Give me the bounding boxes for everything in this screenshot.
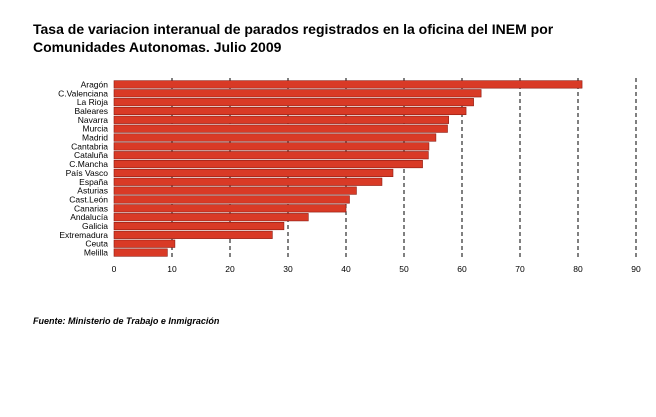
bar-9 <box>113 160 423 169</box>
bar-15 <box>113 213 309 222</box>
category-label-7: Cantabria <box>71 141 108 151</box>
source-note: Fuente: Ministerio de Trabajo e Inmigrac… <box>33 316 220 326</box>
bar-8 <box>113 151 429 160</box>
bar-13 <box>113 195 350 204</box>
bar-12 <box>113 186 357 195</box>
bar-1 <box>113 89 482 98</box>
x-tick-label-40: 40 <box>341 264 351 274</box>
x-tick-label-10: 10 <box>167 264 177 274</box>
category-label-4: Navarra <box>78 115 109 125</box>
bar-16 <box>113 221 285 231</box>
bar-18 <box>113 239 176 248</box>
category-label-16: Galicia <box>82 221 108 231</box>
category-label-17: Extremadura <box>59 230 108 240</box>
category-label-8: Cataluña <box>74 150 108 160</box>
x-tick-label-70: 70 <box>515 264 525 274</box>
x-tick-label-20: 20 <box>225 264 235 274</box>
x-tick-label-0: 0 <box>112 264 117 274</box>
bar-7 <box>113 142 430 151</box>
bar-11 <box>113 177 383 186</box>
x-tick-label-90: 90 <box>631 264 641 274</box>
x-tick-label-30: 30 <box>283 264 293 274</box>
category-label-3: Baleares <box>74 106 108 116</box>
x-axis-ticks: 0 10 20 30 40 50 60 70 80 90 <box>112 264 641 274</box>
category-label-15: Andalucía <box>70 212 108 222</box>
bar-10 <box>113 168 394 177</box>
bar-2 <box>113 98 474 107</box>
category-label-10: País Vasco <box>66 168 109 178</box>
category-label-6: Madrid <box>82 133 108 143</box>
category-label-13: Cast.León <box>69 194 108 204</box>
category-label-1: C.Valenciana <box>58 88 108 98</box>
category-label-11: España <box>79 177 108 187</box>
bar-3 <box>113 106 467 116</box>
bar-19 <box>113 248 168 257</box>
bar-4 <box>113 115 449 124</box>
x-tick-label-60: 60 <box>457 264 467 274</box>
category-label-0: Aragón <box>81 79 109 89</box>
category-label-2: La Rioja <box>77 97 108 107</box>
category-label-14: Canarias <box>74 203 108 213</box>
category-label-12: Asturias <box>77 186 108 196</box>
bar-17 <box>113 230 273 239</box>
category-label-18: Ceuta <box>85 239 108 249</box>
x-tick-label-50: 50 <box>399 264 409 274</box>
bar-0 <box>113 80 583 89</box>
bar-14 <box>113 204 347 213</box>
x-tick-label-80: 80 <box>573 264 583 274</box>
bars <box>113 80 583 257</box>
chart-title: Tasa de variacion interanual de parados … <box>33 21 554 55</box>
category-label-5: Murcia <box>82 124 108 134</box>
bar-6 <box>113 133 437 142</box>
category-label-9: C.Mancha <box>69 159 108 169</box>
category-label-19: Melilla <box>84 248 108 258</box>
bar-5 <box>113 124 448 133</box>
